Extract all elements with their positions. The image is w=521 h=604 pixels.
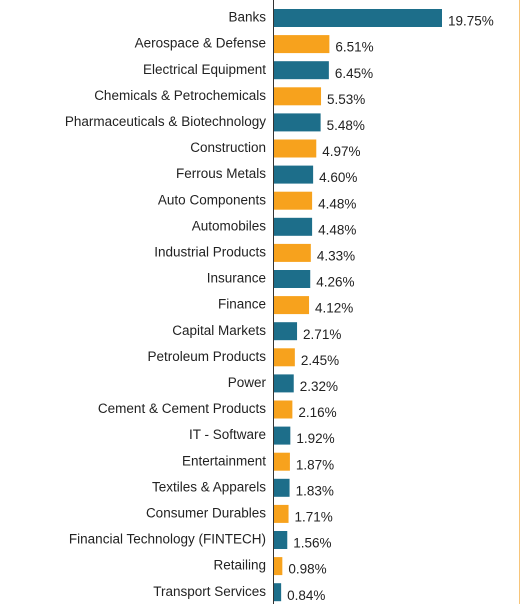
value-label: 4.48% bbox=[318, 222, 356, 237]
value-label: 1.92% bbox=[296, 431, 334, 446]
category-label: Cement & Cement Products bbox=[98, 401, 266, 416]
value-label: 2.32% bbox=[300, 379, 338, 394]
category-label: Pharmaceuticals & Biotechnology bbox=[65, 114, 266, 129]
category-label: Petroleum Products bbox=[147, 349, 266, 364]
value-label: 4.12% bbox=[315, 301, 353, 316]
value-label: 4.60% bbox=[319, 170, 357, 185]
value-label: 2.45% bbox=[301, 353, 339, 368]
category-label: Financial Technology (FINTECH) bbox=[69, 532, 266, 547]
bar bbox=[274, 165, 314, 184]
value-label: 1.71% bbox=[295, 509, 333, 524]
category-label: Power bbox=[228, 375, 267, 390]
bar bbox=[274, 374, 294, 393]
value-label: 19.75% bbox=[448, 14, 494, 29]
bar bbox=[274, 400, 293, 419]
value-label: 2.71% bbox=[303, 327, 341, 342]
bar bbox=[274, 583, 282, 602]
bar bbox=[274, 217, 313, 236]
value-label: 6.45% bbox=[335, 66, 373, 81]
category-label: Ferrous Metals bbox=[176, 166, 266, 181]
bar bbox=[274, 87, 322, 106]
value-label: 1.87% bbox=[296, 457, 334, 472]
bar bbox=[274, 243, 311, 262]
value-label: 4.97% bbox=[322, 144, 360, 159]
category-label: Retailing bbox=[213, 558, 266, 573]
bar bbox=[274, 531, 288, 549]
value-label: 5.48% bbox=[327, 118, 365, 133]
value-label: 1.56% bbox=[293, 536, 331, 551]
value-label: 6.51% bbox=[335, 40, 373, 55]
bar bbox=[274, 504, 289, 523]
bar bbox=[274, 296, 310, 315]
bar bbox=[274, 478, 290, 497]
category-label: Construction bbox=[190, 140, 266, 155]
value-label: 4.33% bbox=[317, 248, 355, 263]
bar bbox=[274, 322, 298, 341]
category-label: Industrial Products bbox=[154, 244, 266, 259]
category-label: Electrical Equipment bbox=[143, 62, 266, 77]
value-label: 2.16% bbox=[298, 405, 336, 420]
bar bbox=[274, 9, 442, 27]
category-label: Auto Components bbox=[158, 192, 266, 207]
category-label: Finance bbox=[218, 297, 266, 312]
category-label: Transport Services bbox=[153, 584, 266, 599]
bar bbox=[274, 191, 313, 210]
bar bbox=[274, 270, 311, 288]
value-label: 1.83% bbox=[296, 483, 334, 498]
value-label: 5.53% bbox=[327, 92, 365, 107]
bar bbox=[274, 35, 330, 54]
category-label: Chemicals & Petrochemicals bbox=[94, 88, 266, 103]
category-label: IT - Software bbox=[189, 427, 266, 442]
bar bbox=[274, 139, 317, 158]
value-label: 0.84% bbox=[287, 588, 325, 603]
bar bbox=[274, 452, 290, 471]
value-label: 4.26% bbox=[316, 275, 354, 290]
category-label: Textiles & Apparels bbox=[152, 479, 266, 494]
bar bbox=[274, 113, 321, 132]
bar bbox=[274, 61, 329, 80]
category-label: Consumer Durables bbox=[146, 505, 266, 520]
bar bbox=[274, 348, 295, 367]
category-label: Capital Markets bbox=[172, 323, 266, 338]
category-label: Aerospace & Defense bbox=[135, 36, 266, 51]
category-label: Automobiles bbox=[192, 218, 267, 233]
category-label: Entertainment bbox=[182, 453, 266, 468]
category-label: Banks bbox=[228, 10, 266, 25]
category-label: Insurance bbox=[207, 271, 266, 286]
value-label: 4.48% bbox=[318, 196, 356, 211]
bar bbox=[274, 557, 283, 576]
value-label: 0.98% bbox=[288, 562, 326, 577]
bar bbox=[274, 426, 291, 445]
